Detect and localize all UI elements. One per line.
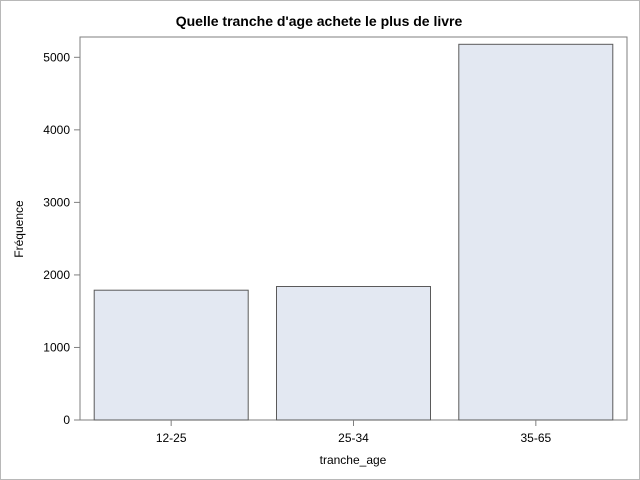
bar-12-25 (93, 289, 249, 421)
y-tick-label: 5000 (43, 50, 70, 64)
x-tick-label: 25-34 (338, 431, 369, 445)
y-tick-label: 0 (63, 413, 70, 427)
y-tick-label: 4000 (43, 123, 70, 137)
x-tick-label: 35-65 (520, 431, 551, 445)
bars-group (93, 43, 614, 421)
bar-35-65 (458, 43, 614, 421)
x-tick-label: 12-25 (156, 431, 187, 445)
chart-title: Quelle tranche d'age achete le plus de l… (176, 13, 463, 29)
x-axis-label: tranche_age (320, 453, 387, 467)
bar-25-34 (276, 286, 431, 421)
x-axis: 12-25 25-34 35-65 (156, 420, 551, 445)
y-tick-label: 2000 (43, 268, 70, 282)
y-axis-label: Fréquence (12, 200, 26, 258)
y-tick-label: 1000 (43, 340, 70, 354)
y-axis: 0 1000 2000 3000 4000 5000 (43, 50, 80, 427)
y-tick-label: 3000 (43, 195, 70, 209)
